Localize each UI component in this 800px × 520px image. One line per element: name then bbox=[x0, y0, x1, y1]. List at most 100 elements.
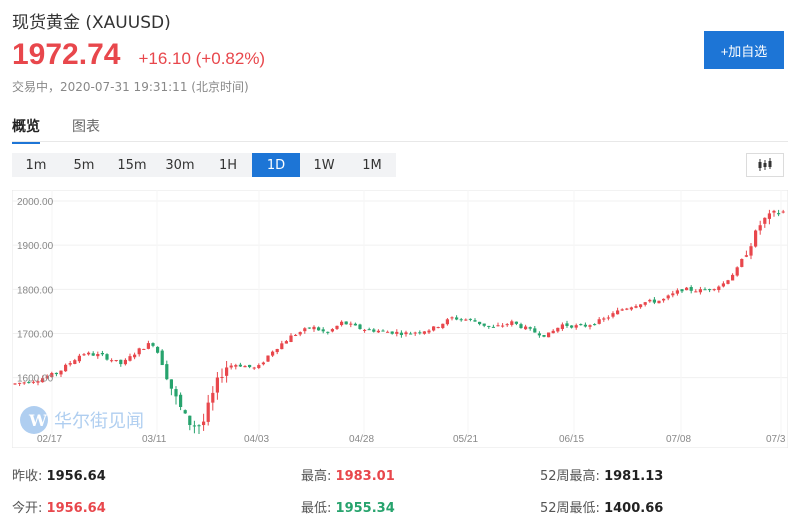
candle-body bbox=[459, 319, 463, 321]
x-tick-label: 07/08 bbox=[666, 434, 691, 445]
y-tick-label: 1800.00 bbox=[17, 285, 54, 296]
candle-body bbox=[694, 291, 698, 293]
candle-body bbox=[326, 331, 330, 333]
stat-prev-close: 昨收: 1956.64 bbox=[12, 469, 106, 484]
candle-body bbox=[13, 383, 17, 385]
candle-body bbox=[510, 321, 514, 325]
candle-body bbox=[404, 332, 408, 335]
candle-body bbox=[367, 329, 371, 331]
candle-body bbox=[73, 360, 77, 364]
candle-body bbox=[689, 287, 693, 291]
candle-body bbox=[211, 392, 215, 403]
candle-body bbox=[731, 274, 735, 281]
candle-body bbox=[680, 289, 684, 292]
candle-body bbox=[602, 318, 606, 320]
candle-body bbox=[165, 364, 169, 380]
candle-body bbox=[583, 324, 587, 327]
candle-body bbox=[27, 382, 31, 384]
candle-body bbox=[505, 324, 509, 326]
candle-body bbox=[119, 359, 123, 365]
candle-body bbox=[128, 356, 132, 361]
period-1h[interactable]: 1H bbox=[218, 157, 238, 173]
candle-body bbox=[685, 287, 689, 291]
period-1w[interactable]: 1W bbox=[313, 157, 335, 173]
candle-body bbox=[376, 330, 380, 333]
period-1m[interactable]: 1m bbox=[25, 157, 47, 173]
candle-body bbox=[413, 332, 417, 334]
candle-body bbox=[54, 372, 58, 375]
candle-body bbox=[763, 217, 767, 224]
candle-body bbox=[620, 309, 624, 311]
x-tick-label: 05/21 bbox=[453, 434, 478, 445]
candle-body bbox=[110, 360, 114, 362]
candle-body bbox=[781, 211, 785, 213]
candle-body bbox=[234, 365, 238, 367]
candle-body bbox=[289, 335, 293, 342]
candle-body bbox=[772, 210, 776, 213]
candle-body bbox=[409, 333, 413, 335]
candle-body bbox=[41, 378, 45, 383]
candle-body bbox=[294, 334, 298, 336]
price-change: +16.10 (+0.82%) bbox=[138, 49, 266, 68]
candle-body bbox=[629, 307, 633, 310]
candle-body bbox=[284, 341, 288, 344]
candle-body bbox=[45, 376, 49, 379]
y-tick-label: 1900.00 bbox=[17, 241, 54, 252]
x-tick-label: 07/3 bbox=[766, 434, 786, 445]
candle-body bbox=[712, 289, 716, 291]
chart-frame bbox=[12, 190, 788, 448]
candle-body bbox=[261, 362, 265, 365]
candle-body bbox=[243, 366, 247, 368]
candle-body bbox=[588, 325, 592, 327]
x-tick-label: 02/17 bbox=[37, 434, 62, 445]
period-15m[interactable]: 15m bbox=[117, 157, 147, 173]
period-1d[interactable]: 1D bbox=[252, 153, 300, 177]
watermark-text: 华尔街见闻 bbox=[54, 411, 144, 432]
candle-body bbox=[50, 372, 54, 378]
period-1mo[interactable]: 1M bbox=[362, 157, 382, 173]
candle-body bbox=[427, 330, 431, 333]
candle-body bbox=[593, 324, 597, 326]
candle-body bbox=[735, 267, 739, 276]
candle-body bbox=[648, 299, 652, 302]
period-30m[interactable]: 30m bbox=[165, 157, 195, 173]
candle-body bbox=[671, 293, 675, 296]
candle-body bbox=[556, 327, 560, 332]
tab-chart[interactable]: 图表 bbox=[72, 119, 100, 135]
candle-body bbox=[754, 230, 758, 247]
candle-body bbox=[179, 394, 183, 407]
period-selector: 1m 5m 15m 30m 1H 1D 1W 1M bbox=[12, 153, 396, 177]
candle-body bbox=[478, 321, 482, 325]
candle-body bbox=[528, 327, 532, 329]
candle-body bbox=[643, 302, 647, 305]
candle-body bbox=[708, 289, 712, 291]
candle-body bbox=[77, 355, 81, 362]
candle-body bbox=[64, 364, 68, 372]
candle-body bbox=[524, 326, 528, 330]
candle-body bbox=[363, 329, 367, 331]
candle-body bbox=[114, 359, 118, 361]
candlestick-toggle-button[interactable] bbox=[746, 153, 784, 177]
candle-body bbox=[657, 300, 661, 304]
price-chart[interactable]: 2000.00 1900.00 1800.00 1700.00 1600.00 02/1… bbox=[12, 190, 788, 448]
candle-body bbox=[574, 325, 578, 328]
candle-body bbox=[767, 213, 771, 219]
add-to-watchlist-button[interactable]: +加自选 bbox=[704, 31, 784, 69]
candle-body bbox=[36, 381, 40, 383]
period-5m[interactable]: 5m bbox=[73, 157, 95, 173]
view-tabs: 概览 图表 bbox=[12, 116, 132, 144]
candle-body bbox=[740, 259, 744, 267]
candle-body bbox=[151, 343, 155, 346]
candle-body bbox=[717, 286, 721, 291]
candle-body bbox=[606, 317, 610, 319]
candle-body bbox=[491, 326, 495, 328]
candle-body bbox=[197, 425, 201, 427]
candle-body bbox=[519, 324, 523, 329]
candle-body bbox=[137, 348, 141, 355]
candle-body bbox=[358, 324, 362, 330]
tab-overview[interactable]: 概览 bbox=[12, 116, 40, 144]
candle-body bbox=[298, 332, 302, 335]
candle-body bbox=[570, 325, 574, 328]
trading-status: 交易中，2020-07-31 19:31:11 (北京时间) bbox=[12, 80, 249, 94]
candle-body bbox=[215, 377, 219, 393]
